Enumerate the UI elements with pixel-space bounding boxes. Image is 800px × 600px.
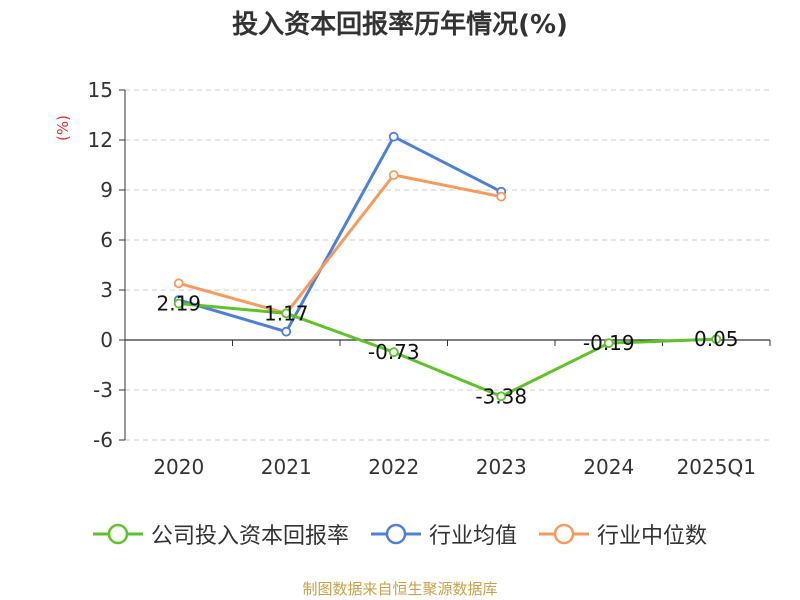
series-lines bbox=[173, 131, 722, 402]
y-tick-label: 9 bbox=[100, 178, 113, 202]
series-line bbox=[178, 173, 502, 315]
data-point[interactable] bbox=[281, 326, 292, 337]
x-tick-label: 2023 bbox=[476, 455, 527, 479]
data-label: 0.05 bbox=[694, 327, 739, 351]
data-point[interactable] bbox=[496, 391, 507, 402]
legend-item[interactable]: 行业均值 bbox=[370, 518, 517, 550]
y-tick-label: 3 bbox=[100, 278, 113, 302]
x-tick-label: 2021 bbox=[261, 455, 312, 479]
x-tick-label: 2022 bbox=[368, 455, 419, 479]
axes: 15 12 9 6 3 0 -3 -6 (%) 2020 2021 2022 2023 2024 2025Q… bbox=[54, 78, 771, 479]
grid-lines bbox=[125, 89, 770, 441]
data-point[interactable] bbox=[711, 334, 722, 345]
data-label: -0.73 bbox=[368, 340, 420, 364]
data-point[interactable] bbox=[603, 338, 614, 349]
data-point[interactable] bbox=[173, 278, 184, 289]
legend-label: 行业均值 bbox=[428, 524, 517, 549]
data-point[interactable] bbox=[388, 131, 399, 142]
y-axis-label: (%) bbox=[54, 115, 72, 141]
legend-item[interactable]: 公司投入资本回报率 bbox=[92, 518, 349, 550]
y-tick-label: 12 bbox=[88, 128, 113, 152]
x-tick-label: 2020 bbox=[153, 455, 204, 479]
y-tick-label: 6 bbox=[100, 228, 113, 252]
data-point[interactable] bbox=[281, 308, 292, 319]
data-label: -0.19 bbox=[583, 331, 635, 355]
legend-label: 公司投入资本回报率 bbox=[150, 524, 349, 549]
data-label: 2.19 bbox=[156, 292, 201, 316]
data-point[interactable] bbox=[388, 347, 399, 358]
legend-swatch-icon bbox=[539, 523, 589, 545]
source-note: 制图数据来自恒生聚源数据库 bbox=[302, 580, 498, 598]
data-labels: 2.19 1.17 -0.73 -3.38 -0.19 0.05 bbox=[156, 292, 738, 409]
data-point[interactable] bbox=[388, 170, 399, 180]
data-point[interactable] bbox=[496, 191, 507, 202]
series-line bbox=[178, 302, 717, 398]
y-tick-label: 0 bbox=[100, 328, 113, 352]
data-label: -3.38 bbox=[475, 384, 527, 408]
legend: 公司投入资本回报率 行业均值 行业中位数 bbox=[0, 518, 800, 550]
x-tick-label: 2025Q1 bbox=[677, 455, 756, 479]
legend-label: 行业中位数 bbox=[597, 524, 708, 549]
legend-item[interactable]: 行业中位数 bbox=[539, 518, 707, 550]
series-line bbox=[178, 135, 502, 334]
chart-title: 投入资本回报率历年情况(%) bbox=[232, 10, 568, 40]
y-tick-label: -6 bbox=[93, 428, 113, 452]
data-point[interactable] bbox=[173, 298, 184, 309]
data-label: 1.17 bbox=[264, 301, 309, 325]
y-tick-label: 15 bbox=[88, 78, 113, 102]
x-tick-label: 2024 bbox=[583, 455, 634, 479]
legend-swatch-icon bbox=[370, 523, 421, 545]
y-tick-label: -3 bbox=[93, 378, 113, 402]
legend-swatch-icon bbox=[92, 523, 143, 545]
